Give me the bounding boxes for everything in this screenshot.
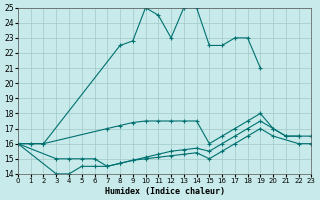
X-axis label: Humidex (Indice chaleur): Humidex (Indice chaleur) — [105, 187, 225, 196]
